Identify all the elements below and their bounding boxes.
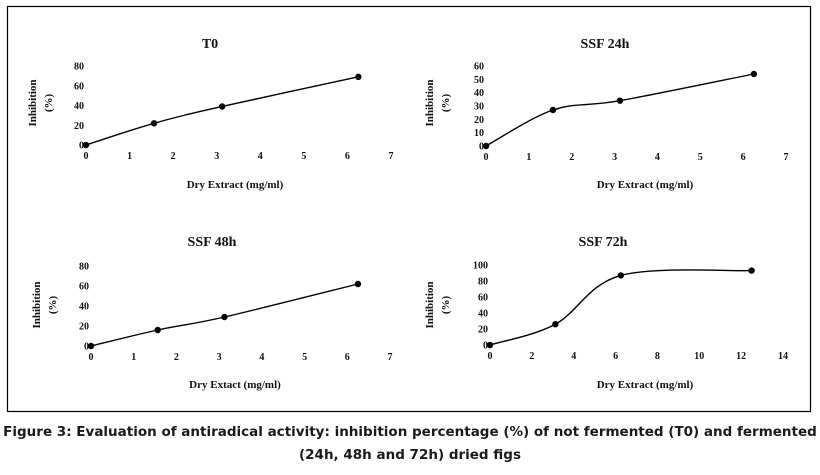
series-line	[489, 269, 752, 346]
y-axis-unit: (%)	[440, 296, 452, 315]
x-tick-label: 7	[784, 152, 789, 163]
x-tick-label: 6	[345, 151, 350, 162]
y-tick-label: 30	[474, 102, 484, 113]
y-tick-label: 20	[474, 115, 484, 126]
x-tick-label: 5	[301, 151, 306, 162]
x-tick-label: 1	[131, 352, 136, 363]
data-point	[218, 103, 226, 110]
y-tick-label: 80	[79, 262, 89, 273]
x-tick-label: 3	[214, 151, 219, 162]
y-tick-label: 10	[474, 128, 484, 139]
y-tick-label: 60	[474, 62, 484, 73]
y-axis-label: Inhibition	[424, 79, 436, 126]
data-point	[750, 70, 758, 78]
x-tick-label: 1	[526, 152, 531, 163]
y-tick-label: 50	[474, 75, 484, 86]
y-tick-label: 40	[474, 88, 484, 99]
y-tick-label: 0	[84, 342, 89, 353]
y-tick-label: 40	[74, 101, 84, 112]
x-tick-label: 5	[302, 352, 307, 363]
x-tick-label: 6	[741, 152, 746, 163]
x-tick-label: 2	[569, 152, 574, 163]
x-axis-label: Dry Extract (mg/ml)	[187, 179, 284, 191]
x-tick-label: 4	[571, 351, 576, 362]
x-tick-label: 2	[174, 352, 179, 363]
data-point	[82, 141, 90, 149]
y-tick-label: 0	[483, 341, 488, 352]
y-tick-label: 40	[478, 309, 488, 320]
x-tick-label: 2	[529, 351, 534, 362]
data-point	[616, 97, 624, 104]
chart-title: SSF 72h	[579, 235, 628, 250]
x-tick-label: 6	[613, 351, 618, 362]
y-tick-label: 40	[79, 302, 89, 313]
chart-title: SSF 48h	[188, 235, 237, 250]
y-tick-label: 60	[74, 81, 84, 92]
x-tick-label: 2	[171, 151, 176, 162]
data-point	[355, 73, 362, 81]
y-axis-unit: (%)	[47, 296, 59, 315]
chart-ssf-48h: SSF 48h Dry Extact (mg/ml) Inhibition (%) 0 1…	[31, 235, 393, 391]
x-tick-label: 1	[127, 151, 132, 162]
data-point	[154, 326, 161, 334]
y-axis-label: Inhibition	[27, 79, 39, 126]
y-tick-label: 80	[478, 277, 488, 288]
chart-title: T0	[202, 37, 218, 52]
figure-caption-line-1: Figure 3: Evaluation of antiradical acti…	[3, 424, 817, 440]
series-line	[85, 76, 359, 146]
x-tick-label: 7	[388, 352, 393, 363]
data-point	[221, 313, 228, 321]
x-tick-label: 8	[655, 351, 660, 362]
data-point	[87, 342, 95, 350]
y-tick-label: 100	[473, 261, 488, 272]
x-tick-label: 14	[778, 351, 788, 362]
x-tick-label: 3	[612, 152, 617, 163]
x-tick-label: 4	[259, 352, 264, 363]
data-point	[617, 272, 625, 279]
x-axis-label: Dry Extract (mg/ml)	[597, 379, 694, 391]
x-tick-label: 0	[488, 351, 493, 362]
data-point	[549, 106, 557, 114]
data-point	[552, 321, 559, 328]
data-point	[748, 267, 755, 274]
chart-ssf-24h: SSF 24h Dry Extract (mg/ml) Inhibition (%) 0…	[424, 37, 789, 191]
data-point	[354, 280, 362, 288]
y-axis-label: Inhibition	[31, 281, 43, 328]
data-point	[482, 142, 490, 150]
series-line	[90, 283, 359, 347]
x-tick-label: 3	[217, 352, 222, 363]
chart-ssf-72h: SSF 72h Dry Extract (mg/ml) Inhibition (%) 0…	[424, 235, 788, 391]
data-point	[486, 341, 494, 349]
x-axis-label: Dry Extract (mg/ml)	[597, 179, 694, 191]
figure-caption-line-2: (24h, 48h and 72h) dried figs	[298, 447, 522, 463]
x-tick-label: 5	[698, 152, 703, 163]
y-axis-unit: (%)	[43, 94, 55, 113]
y-tick-label: 60	[79, 282, 89, 293]
chart-title: SSF 24h	[581, 37, 630, 52]
y-tick-label: 60	[478, 293, 488, 304]
x-tick-label: 7	[389, 151, 394, 162]
x-tick-label: 0	[84, 151, 89, 162]
chart-t0: T0 Dry Extract (mg/ml) Inhibition (%) 0 1 2 3 4 5…	[27, 37, 394, 191]
data-point	[150, 120, 158, 127]
y-tick-label: 20	[478, 325, 488, 336]
x-tick-label: 0	[484, 152, 489, 163]
y-axis-unit: (%)	[440, 94, 452, 113]
x-tick-label: 0	[89, 352, 94, 363]
x-tick-label: 4	[655, 152, 660, 163]
y-axis-label: Inhibition	[424, 281, 436, 328]
x-axis-label: Dry Extact (mg/ml)	[189, 379, 281, 391]
y-tick-label: 0	[79, 141, 84, 152]
x-tick-label: 10	[694, 351, 704, 362]
y-tick-label: 20	[74, 121, 84, 132]
y-tick-label: 80	[74, 62, 84, 73]
series-line	[485, 73, 754, 147]
x-tick-label: 4	[258, 151, 263, 162]
y-tick-label: 0	[479, 142, 484, 153]
x-tick-label: 6	[345, 352, 350, 363]
figure-border	[6, 5, 812, 413]
y-tick-label: 20	[79, 322, 89, 333]
x-tick-label: 12	[736, 351, 746, 362]
